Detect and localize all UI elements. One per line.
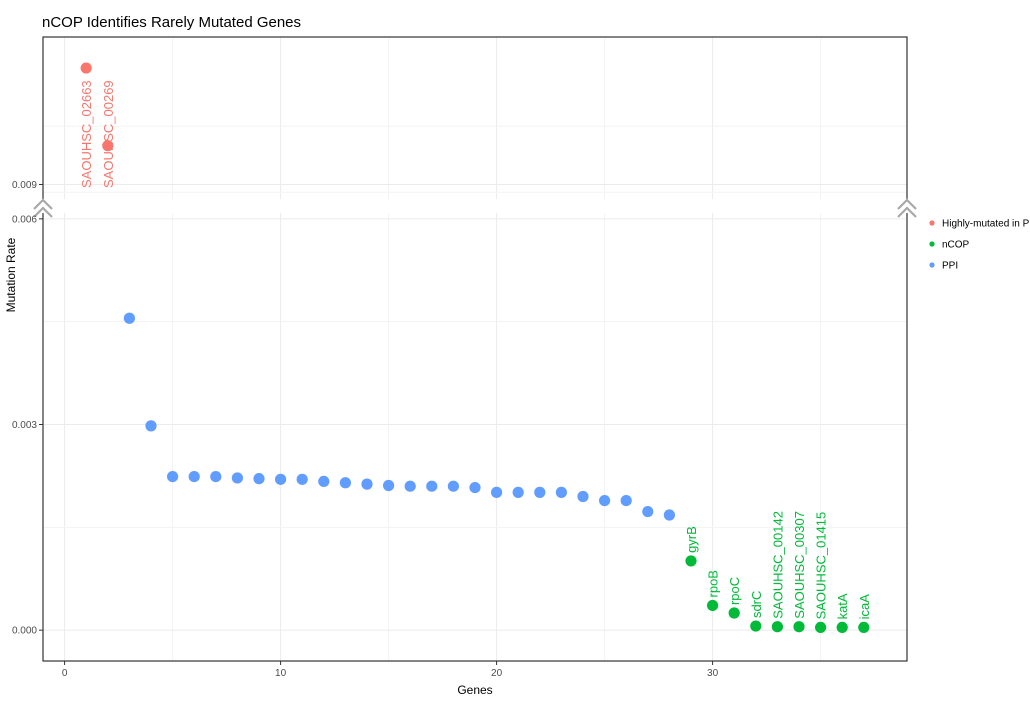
upper-panel-background: [43, 37, 907, 200]
data-point: [642, 505, 654, 518]
upper-panel: SAOUHSC_02663 SAOUHSC_00269: [42, 36, 908, 201]
y-axis: 0.000 0.003 0.006 0.009: [12, 180, 43, 637]
legend: Highly-mutated in PPI nCOP PPI: [929, 219, 1030, 272]
data-point: [577, 490, 589, 503]
data-point: [599, 494, 611, 507]
x-axis: 0 10 20 30: [62, 661, 719, 679]
data-point: [512, 486, 524, 498]
data-point: [275, 473, 287, 485]
data-point: [188, 471, 200, 483]
data-label: SAOUHSC_00307: [792, 511, 807, 619]
data-label: SAOUHSC_02663: [79, 80, 94, 188]
data-label: katA: [835, 593, 850, 619]
data-point: [123, 312, 135, 324]
data-label: icaA: [857, 594, 872, 620]
data-point: [426, 480, 438, 492]
legend-label: nCOP: [942, 240, 970, 251]
data-point: [793, 621, 805, 633]
data-point: [404, 480, 416, 492]
axis-break-gap: [28, 199, 922, 213]
data-point: [750, 620, 762, 632]
data-point: [663, 509, 676, 521]
data-point: [685, 555, 697, 567]
axis-break-mark-left-2: [33, 206, 53, 218]
data-point: [447, 480, 459, 492]
upper-panel-grid: [43, 37, 907, 200]
data-label: rpoB: [706, 570, 721, 597]
data-point: [253, 473, 265, 485]
data-point: [555, 486, 568, 498]
data-label: gyrB: [684, 526, 699, 553]
chart-title: nCOP Identifies Rarely Mutated Genes: [42, 14, 301, 31]
legend-label: Highly-mutated in PPI: [942, 219, 1030, 230]
data-point: [707, 599, 719, 612]
legend-label: PPI: [942, 261, 958, 272]
data-point: [815, 621, 827, 634]
data-point: [167, 471, 179, 483]
data-point: [318, 475, 330, 487]
y-tick-label: 0.003: [12, 420, 37, 431]
legend-key: [929, 262, 935, 268]
data-point: [728, 607, 740, 619]
axis-break-mark-left: [33, 198, 53, 210]
x-tick-label: 30: [707, 668, 719, 679]
data-label: SAOUHSC_01415: [814, 512, 829, 620]
y-tick-label: 0.006: [12, 214, 37, 225]
lower-panel-grid: [43, 212, 907, 661]
data-point: [491, 486, 503, 498]
data-point: [231, 472, 243, 484]
data-point: [145, 420, 157, 432]
lower-panel-background: [43, 212, 907, 661]
data-point: [858, 621, 870, 634]
data-point: [534, 486, 546, 498]
y-tick-label: 0.000: [12, 626, 37, 637]
legend-key: [929, 220, 935, 226]
data-point: [361, 478, 373, 490]
data-point: [620, 494, 632, 507]
data-label: rpoC: [727, 577, 742, 605]
lower-panel-points: gyrB rpoB rpoC sdrC SAOUHSC_00142 SAOUHSC_003…: [123, 312, 872, 634]
data-label: sdrC: [749, 591, 764, 618]
data-label: SAOUHSC_00142: [770, 511, 785, 619]
y-axis-title: Mutation Rate: [4, 237, 18, 312]
data-point: [469, 481, 481, 494]
data-point: [102, 140, 114, 152]
x-tick-label: 20: [491, 668, 503, 679]
data-point: [836, 621, 848, 634]
lower-panel: gyrB rpoB rpoC sdrC SAOUHSC_00142 SAOUHSC_003…: [42, 211, 908, 662]
data-point: [771, 621, 784, 633]
data-point: [383, 479, 395, 492]
x-tick-label: 10: [275, 668, 287, 679]
data-point: [339, 477, 351, 489]
axis-break-marks: [28, 198, 922, 218]
axis-break-mark-right-2: [897, 206, 917, 218]
data-point: [210, 471, 222, 483]
y-tick-label: 0.009: [12, 180, 37, 191]
x-axis-title: Genes: [457, 683, 492, 697]
legend-key: [929, 241, 935, 247]
data-point: [296, 473, 308, 485]
x-tick-label: 0: [62, 668, 68, 679]
axis-break-mark-right: [897, 198, 917, 210]
data-label: SAOUHSC_00269: [101, 80, 116, 188]
upper-panel-points: SAOUHSC_02663 SAOUHSC_00269: [79, 62, 116, 188]
data-point: [80, 62, 92, 74]
